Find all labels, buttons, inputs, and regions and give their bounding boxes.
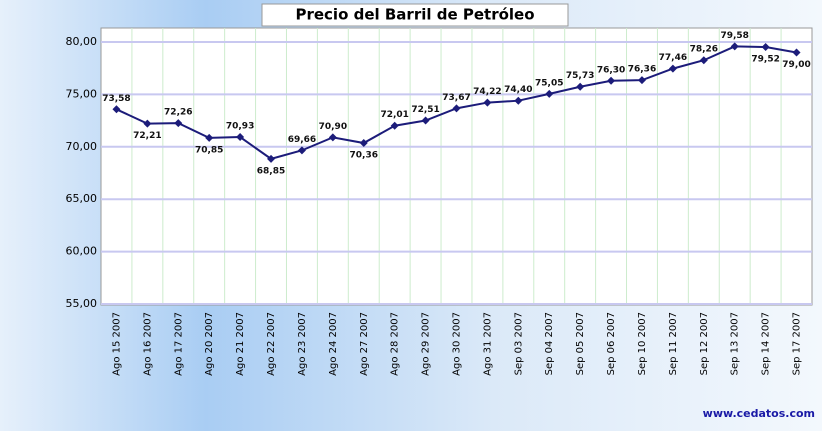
value-label: 79,52: [751, 55, 779, 65]
marker: [514, 96, 523, 105]
marker: [359, 139, 368, 148]
marker: [205, 133, 214, 142]
value-label: 75,05: [535, 78, 563, 88]
marker: [390, 121, 399, 130]
value-label: 75,73: [566, 71, 594, 81]
value-label: 70,36: [350, 151, 378, 161]
x-tick-label: Ago 31 2007: [482, 312, 493, 376]
value-label: 74,22: [473, 87, 501, 97]
value-label: 78,26: [690, 45, 718, 55]
x-tick-label: Sep 14 2007: [761, 312, 772, 375]
x-tick-label: Ago 22 2007: [266, 312, 277, 376]
value-label: 79,58: [720, 31, 748, 41]
value-label: 72,01: [380, 110, 408, 120]
value-label: 74,40: [504, 85, 532, 95]
value-label: 72,26: [164, 108, 192, 118]
y-tick-label: 80,00: [66, 35, 98, 48]
x-tick-label: Ago 21 2007: [235, 312, 246, 376]
value-label: 69,66: [288, 135, 316, 145]
marker: [699, 56, 708, 65]
x-tick-label: Ago 28 2007: [390, 312, 401, 376]
value-label: 72,21: [133, 131, 161, 141]
marker: [761, 43, 770, 52]
marker: [483, 98, 492, 107]
x-tick-label: Ago 30 2007: [452, 312, 463, 376]
marker: [452, 104, 461, 113]
marker: [576, 82, 585, 91]
x-tick-label: Sep 03 2007: [513, 312, 524, 375]
y-tick-label: 65,00: [66, 192, 98, 205]
marker: [143, 119, 152, 128]
x-tick-label: Ago 29 2007: [421, 312, 432, 376]
value-label: 76,30: [597, 65, 625, 75]
x-tick-label: Ago 24 2007: [328, 312, 339, 376]
marker: [607, 76, 616, 85]
marker: [174, 119, 183, 128]
marker: [668, 64, 677, 73]
x-tick-label: Sep 05 2007: [575, 312, 586, 375]
marker: [236, 133, 245, 142]
value-label: 72,51: [411, 105, 439, 115]
value-label: 68,85: [257, 166, 285, 176]
marker: [112, 105, 121, 114]
marker: [421, 116, 430, 125]
x-tick-label: Sep 10 2007: [637, 312, 648, 375]
x-tick-label: Sep 04 2007: [544, 312, 555, 375]
marker: [297, 146, 306, 155]
value-label: 70,85: [195, 145, 223, 155]
x-tick-label: Sep 13 2007: [730, 312, 741, 375]
value-label: 77,46: [659, 53, 687, 63]
x-tick-label: Ago 17 2007: [173, 312, 184, 376]
x-tick-label: Ago 23 2007: [297, 312, 308, 376]
marker: [792, 48, 801, 57]
x-tick-label: Ago 20 2007: [204, 312, 215, 376]
y-tick-label: 75,00: [66, 87, 98, 100]
marker: [637, 76, 646, 85]
plot-area: [100, 27, 813, 306]
marker: [545, 89, 554, 98]
chart-title: Precio del Barril de Petróleo: [295, 6, 534, 24]
y-tick-label: 70,00: [66, 140, 98, 153]
marker: [730, 42, 739, 51]
x-tick-label: Ago 27 2007: [359, 312, 370, 376]
value-label: 70,93: [226, 122, 254, 132]
marker: [267, 154, 276, 163]
y-tick-label: 55,00: [66, 297, 98, 310]
x-tick-label: Sep 06 2007: [606, 312, 617, 375]
title-box: [261, 3, 569, 27]
marker: [328, 133, 337, 142]
value-label: 73,58: [102, 94, 130, 104]
value-label: 73,67: [442, 93, 470, 103]
x-tick-label: Ago 16 2007: [142, 312, 153, 376]
value-label: 76,36: [628, 65, 656, 75]
x-tick-label: Sep 12 2007: [699, 312, 710, 375]
value-label: 70,90: [319, 122, 347, 132]
x-tick-label: Sep 11 2007: [668, 312, 679, 375]
x-tick-label: Ago 15 2007: [111, 312, 122, 376]
y-tick-label: 60,00: [66, 245, 98, 258]
x-tick-label: Sep 17 2007: [792, 312, 803, 375]
source: www.cedatos.com: [703, 407, 815, 420]
value-label: 79,00: [782, 60, 810, 70]
